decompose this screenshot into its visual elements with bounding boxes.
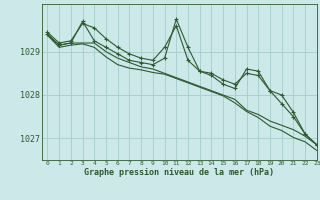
X-axis label: Graphe pression niveau de la mer (hPa): Graphe pression niveau de la mer (hPa) — [84, 168, 274, 177]
